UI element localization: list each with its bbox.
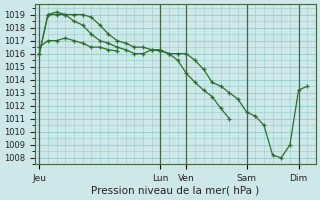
X-axis label: Pression niveau de la mer( hPa ): Pression niveau de la mer( hPa ): [91, 186, 260, 196]
